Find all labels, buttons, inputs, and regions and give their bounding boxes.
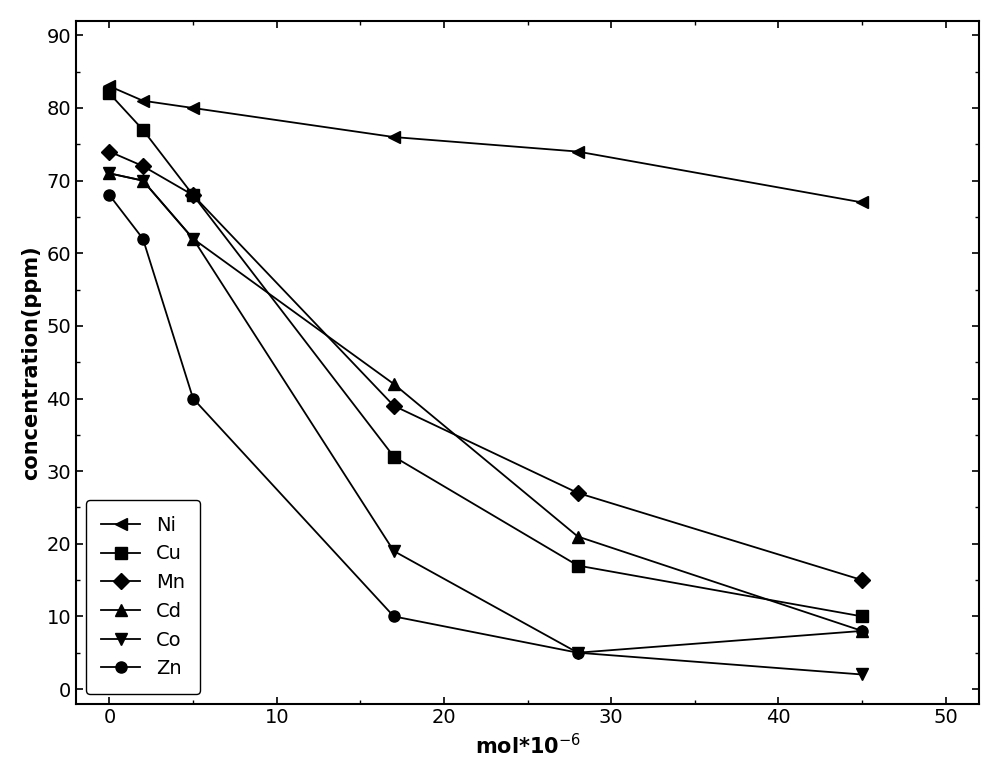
Cu <box>388 452 400 461</box>
Y-axis label: concentration(ppm): concentration(ppm) <box>21 245 41 480</box>
Cu <box>572 561 584 570</box>
Cd <box>103 169 115 178</box>
Co <box>856 670 868 679</box>
Ni <box>187 104 199 113</box>
Cd <box>388 379 400 389</box>
Ni <box>388 132 400 142</box>
Zn <box>187 394 199 404</box>
Co <box>137 176 149 185</box>
Mn <box>388 401 400 411</box>
Zn <box>572 648 584 657</box>
Line: Zn: Zn <box>104 189 868 658</box>
Zn <box>137 234 149 243</box>
Ni <box>137 96 149 105</box>
Mn <box>187 191 199 200</box>
Ni <box>856 198 868 207</box>
Ni <box>103 82 115 91</box>
Co <box>572 648 584 657</box>
Line: Cd: Cd <box>104 167 868 636</box>
Cd <box>856 626 868 636</box>
Mn <box>103 147 115 157</box>
Zn <box>103 191 115 200</box>
Co <box>388 546 400 555</box>
Co <box>103 169 115 178</box>
Cu <box>137 125 149 135</box>
Co <box>187 234 199 243</box>
Mn <box>137 161 149 171</box>
Cd <box>137 176 149 185</box>
X-axis label: mol*10$^{-6}$: mol*10$^{-6}$ <box>475 733 581 758</box>
Cu <box>856 612 868 621</box>
Zn <box>856 626 868 636</box>
Legend: Ni, Cu, Mn, Cd, Co, Zn: Ni, Cu, Mn, Cd, Co, Zn <box>86 500 200 694</box>
Ni <box>572 147 584 157</box>
Mn <box>572 488 584 498</box>
Line: Mn: Mn <box>104 146 868 586</box>
Line: Cu: Cu <box>104 88 868 622</box>
Mn <box>856 576 868 585</box>
Cd <box>187 234 199 243</box>
Cd <box>572 532 584 541</box>
Line: Ni: Ni <box>104 81 868 208</box>
Cu <box>103 89 115 98</box>
Zn <box>388 612 400 621</box>
Cu <box>187 191 199 200</box>
Line: Co: Co <box>104 167 868 680</box>
